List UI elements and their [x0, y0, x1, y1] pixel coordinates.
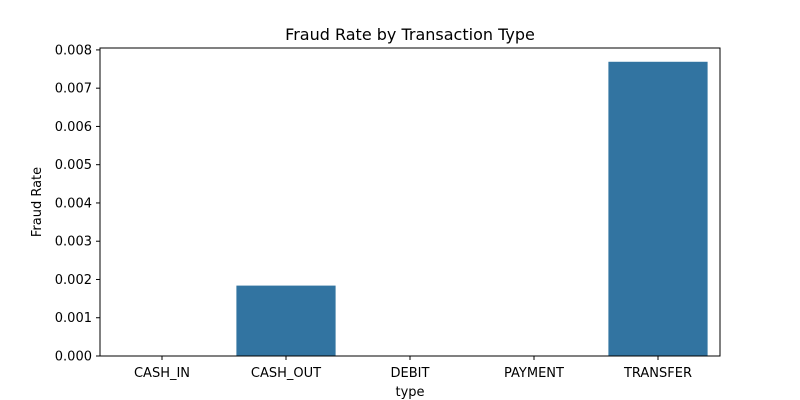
y-tick-label: 0.000 — [55, 350, 92, 365]
x-tick-label: CASH_OUT — [251, 366, 321, 381]
y-tick-label: 0.001 — [55, 311, 92, 326]
y-tick-label: 0.007 — [55, 82, 92, 97]
y-tick-label: 0.006 — [55, 120, 92, 135]
y-axis-label: Fraud Rate — [30, 167, 45, 237]
x-axis-label: type — [395, 385, 424, 400]
x-axis: CASH_IN CASH_OUT DEBIT PAYMENT TRANSFER — [134, 356, 692, 381]
x-tick-label: PAYMENT — [504, 366, 564, 381]
y-tick-label: 0.008 — [55, 43, 92, 58]
y-axis: 0.000 0.001 0.002 0.003 0.004 0.005 0.006 0.007… — [55, 43, 100, 365]
x-tick-label: TRANSFER — [623, 366, 692, 381]
plot-frame — [99, 47, 721, 357]
bar-transfer — [608, 61, 708, 356]
x-tick-label: DEBIT — [391, 366, 430, 381]
y-tick-label: 0.003 — [55, 235, 92, 250]
y-tick-label: 0.004 — [55, 196, 92, 211]
y-tick-label: 0.005 — [55, 158, 92, 173]
x-tick-label: CASH_IN — [134, 366, 190, 381]
bar-cash-out — [236, 285, 336, 356]
bars-group — [236, 61, 708, 356]
y-tick-label: 0.002 — [55, 273, 92, 288]
chart-title: Fraud Rate by Transaction Type — [285, 25, 535, 44]
